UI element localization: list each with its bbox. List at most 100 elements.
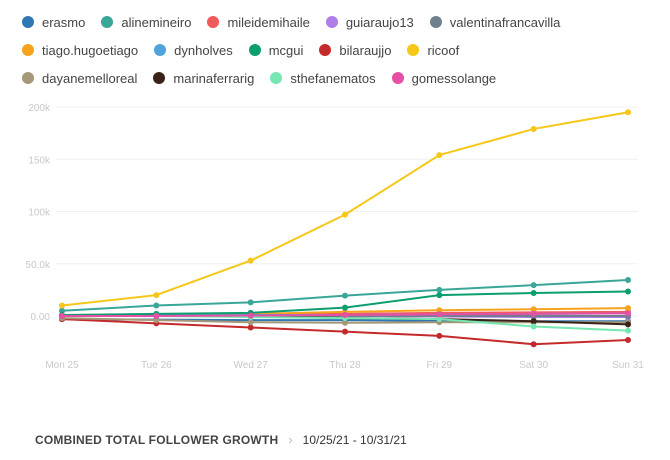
legend-row: erasmo alinemineiro mileidemihaile guiarauj… <box>22 8 662 36</box>
data-point-gomessolange <box>247 312 254 319</box>
series-line-ricoof <box>61 111 629 307</box>
legend-item-marinaferrarig[interactable]: marinaferrarig <box>153 71 254 86</box>
x-tick-label: Sun 31 <box>612 360 644 371</box>
legend-item-dayanemelloreal[interactable]: dayanemelloreal <box>22 71 137 86</box>
legend-label: gomessolange <box>411 70 497 86</box>
legend-label: tiago.hugoetiago <box>42 42 139 58</box>
data-point-bilaraujjo <box>530 341 537 348</box>
data-point-ricoof <box>59 302 65 309</box>
legend-swatch <box>391 72 404 84</box>
legend-item-ricoof[interactable]: ricoof <box>407 43 459 58</box>
legend-item-mileidemihaile[interactable]: mileidemihaile <box>207 14 310 30</box>
data-point-mcgui <box>625 288 631 295</box>
y-tick-label: 200k <box>28 103 51 114</box>
legend-item-bilaraujjo[interactable]: bilaraujjo <box>319 43 391 58</box>
chart-footer-title: COMBINED TOTAL FOLLOWER GROWTH <box>35 432 279 447</box>
data-point-dayanemelloreal <box>342 319 348 326</box>
legend-swatch <box>325 16 338 28</box>
y-tick-label: 150k <box>28 155 51 166</box>
data-point-alinemineiro <box>247 299 254 306</box>
data-point-bilaraujjo <box>342 328 348 335</box>
data-point-alinemineiro <box>436 286 443 293</box>
legend-swatch <box>270 72 283 84</box>
legend-label: valentinafrancavilla <box>449 14 561 30</box>
legend-label: ricoof <box>427 42 460 58</box>
legend-swatch <box>319 44 332 56</box>
chevron-right-icon: › <box>288 432 293 447</box>
data-point-gomessolange <box>153 313 160 319</box>
legend-label: guiaraujo13 <box>345 14 414 30</box>
y-tick-label: 50.0k <box>26 260 51 271</box>
legend-item-tiago-hugoetiago[interactable]: tiago.hugoetiago <box>22 43 138 58</box>
data-point-gomessolange <box>530 310 537 317</box>
chart-footer: COMBINED TOTAL FOLLOWER GROWTH › 10/25/2… <box>35 432 407 447</box>
x-tick-label: Mon 25 <box>45 360 79 371</box>
legend-label: mileidemihaile <box>227 14 310 30</box>
data-point-sthefanematos <box>530 323 537 330</box>
line-chart: 0.00 50.0k 100k 150k 200k Mon 25 Tue 26 Wed 27 T… <box>26 103 645 371</box>
legend-item-gomessolange[interactable]: gomessolange <box>391 70 497 86</box>
data-point-alinemineiro <box>625 276 631 283</box>
data-point-gomessolange <box>342 311 348 318</box>
x-tick-label: Sat 30 <box>519 360 548 371</box>
legend-swatch <box>101 16 114 28</box>
legend-item-valentinafrancavilla[interactable]: valentinafrancavilla <box>429 14 561 30</box>
y-tick-label: 100k <box>28 208 51 219</box>
legend-label: mcgui <box>268 42 304 58</box>
data-point-bilaraujjo <box>436 332 443 339</box>
y-tick-label: 0.00 <box>31 312 51 323</box>
data-point-alinemineiro <box>153 302 160 309</box>
legend-swatch <box>22 72 34 84</box>
legend-swatch <box>248 44 261 56</box>
data-point-mcgui <box>436 292 443 299</box>
data-point-ricoof <box>625 109 631 116</box>
data-point-ricoof <box>247 257 254 264</box>
legend-label: sthefanematos <box>290 70 376 86</box>
legend-label: dynholves <box>174 42 233 58</box>
chart-legend: erasmo alinemineiro mileidemihaile guiarauj… <box>22 8 662 92</box>
legend-swatch <box>407 44 420 56</box>
data-point-ricoof <box>436 152 443 159</box>
legend-item-erasmo[interactable]: erasmo <box>22 15 85 30</box>
data-point-sthefanematos <box>436 316 443 323</box>
data-point-tiago-hugoetiago <box>625 305 631 312</box>
data-point-tiago-hugoetiago <box>530 306 537 313</box>
legend-swatch <box>429 16 442 28</box>
data-point-dayanemelloreal <box>247 319 254 326</box>
data-point-marinaferrarig <box>625 321 631 328</box>
legend-item-dynholves[interactable]: dynholves <box>154 43 233 58</box>
legend-label: alinemineiro <box>121 14 192 30</box>
legend-label: bilaraujjo <box>339 42 392 58</box>
legend-swatch <box>22 44 34 56</box>
legend-swatch <box>207 16 220 28</box>
data-point-alinemineiro <box>530 282 537 289</box>
data-point-tiago-hugoetiago <box>436 307 443 314</box>
legend-label: marinaferrarig <box>173 70 255 86</box>
legend-item-guiaraujo13[interactable]: guiaraujo13 <box>325 14 414 30</box>
data-point-bilaraujjo <box>247 324 254 331</box>
data-point-gomessolange <box>59 313 65 319</box>
legend-swatch <box>22 16 34 28</box>
legend-row: dayanemelloreal marinaferrarig sthefanemat… <box>22 64 662 92</box>
x-tick-label: Fri 29 <box>427 360 453 371</box>
data-point-dayanemelloreal <box>153 317 160 324</box>
data-point-ricoof <box>530 125 537 132</box>
data-point-gomessolange <box>436 311 443 318</box>
data-point-gomessolange <box>625 310 631 317</box>
data-point-alinemineiro <box>59 307 65 314</box>
date-range-label: 10/25/21 - 10/31/21 <box>302 432 407 447</box>
legend-item-sthefanematos[interactable]: sthefanematos <box>270 70 376 86</box>
data-point-bilaraujjo <box>625 337 631 344</box>
x-tick-label: Wed 27 <box>234 360 269 371</box>
data-point-mcgui <box>530 290 537 297</box>
data-point-sthefanematos <box>625 327 631 334</box>
x-tick-label: Thu 28 <box>329 360 361 371</box>
legend-row: tiago.hugoetiago dynholves mcgui bilaraujjo… <box>22 36 662 64</box>
legend-label: erasmo <box>42 14 86 30</box>
legend-item-alinemineiro[interactable]: alinemineiro <box>101 15 191 30</box>
data-point-mcgui <box>342 304 348 311</box>
data-point-marinaferrarig <box>530 318 537 325</box>
legend-item-mcgui[interactable]: mcgui <box>248 42 304 58</box>
data-point-alinemineiro <box>342 292 348 299</box>
legend-swatch <box>154 44 167 56</box>
